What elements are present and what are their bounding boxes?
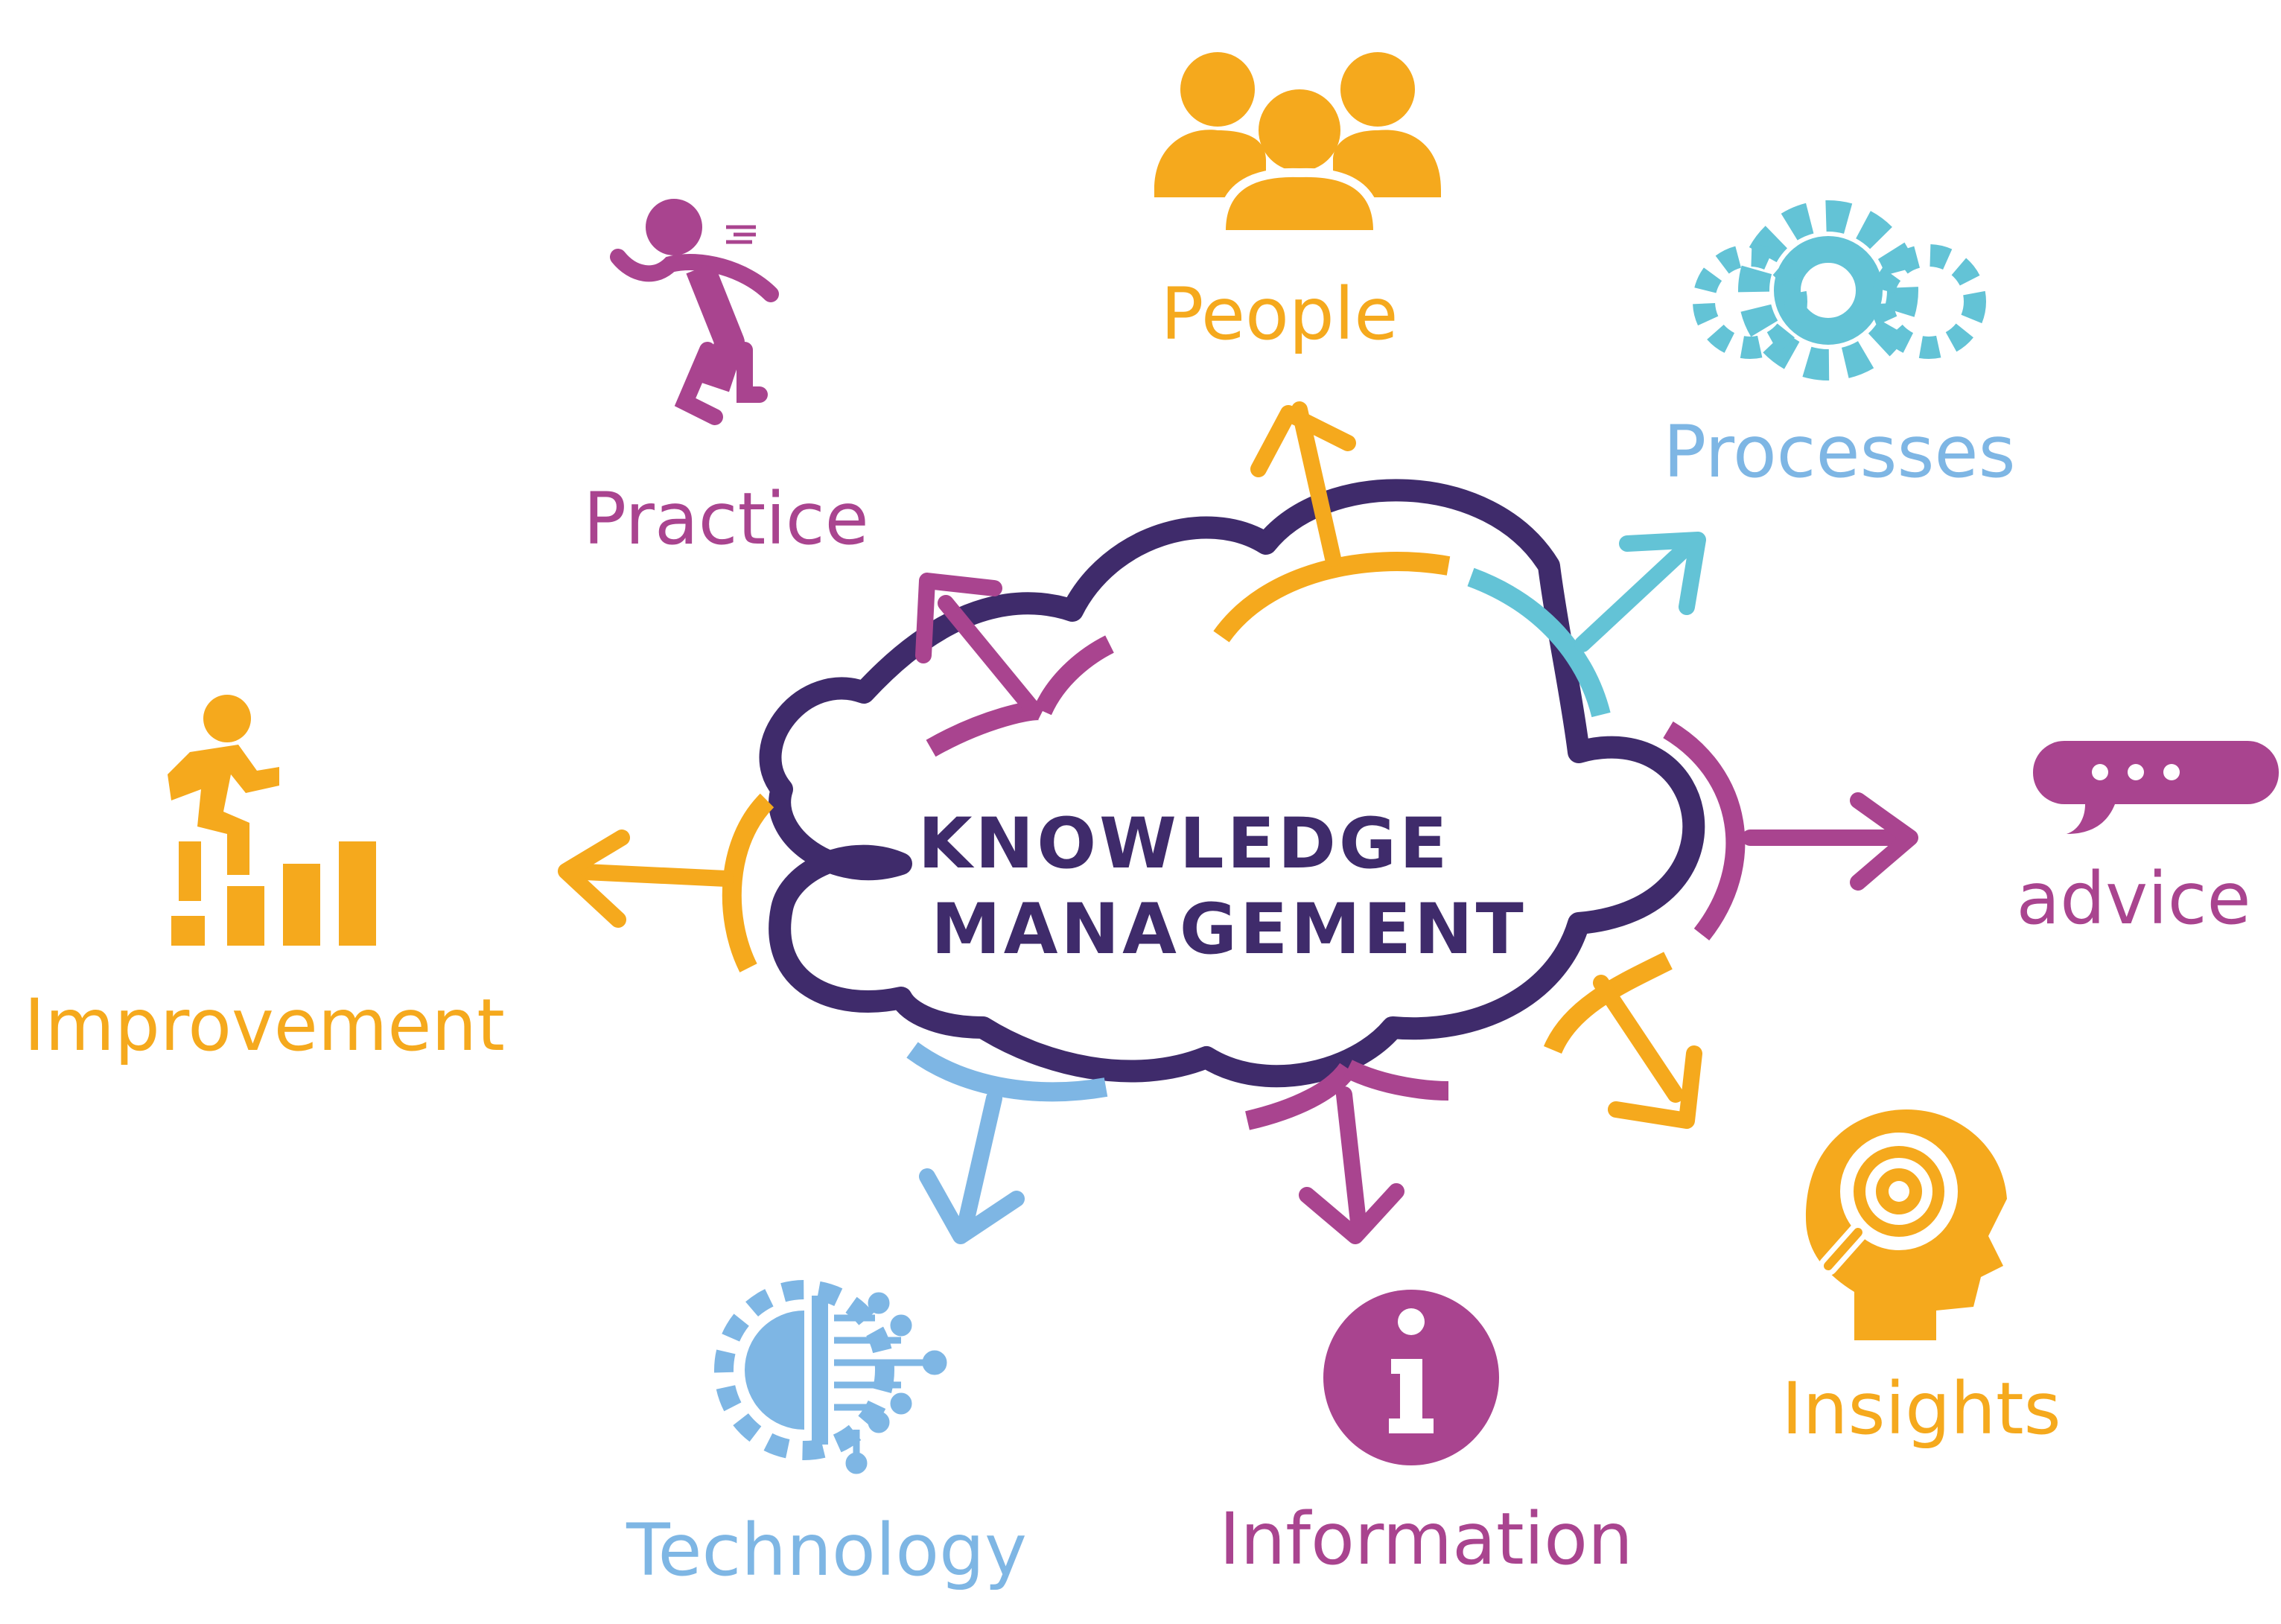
climbing-steps-icon (168, 695, 376, 946)
circuit-brain-icon (714, 1280, 947, 1474)
label-processes: Processes (1663, 410, 2015, 494)
arc-information-right (1343, 1060, 1449, 1101)
arrow-processes (1574, 532, 1706, 652)
info-icon (1323, 1290, 1499, 1465)
label-people: People (1161, 273, 1399, 356)
center-title-line2: MANAGEMENT (931, 889, 1527, 970)
arrow-technology (919, 1090, 1025, 1244)
people-group-icon (1154, 52, 1441, 239)
arc-improvement (722, 793, 774, 972)
arrow-advice (1742, 792, 1918, 891)
label-information: Information (1219, 1497, 1633, 1581)
label-practice: Practice (583, 477, 868, 561)
gears-icon (1693, 200, 1986, 380)
center-title-line1: KNOWLEDGE (918, 803, 1451, 885)
arc-people (1213, 552, 1451, 643)
arrow-insights (1593, 975, 1702, 1129)
cloud-outline (759, 479, 1705, 1088)
arrow-information (1299, 1086, 1404, 1244)
head-target-icon (1806, 1109, 2007, 1340)
label-advice: advice (2016, 857, 2250, 940)
arrows (558, 401, 1918, 1244)
central-cloud: KNOWLEDGE MANAGEMENT (759, 479, 1705, 1088)
arc-advice (1663, 721, 1746, 941)
arc-technology (906, 1042, 1108, 1102)
label-technology: Technology (626, 1509, 1027, 1592)
running-person-icon (610, 199, 779, 425)
arrow-practice (915, 573, 1040, 716)
label-insights: Insights (1781, 1367, 2061, 1451)
label-improvement: Improvement (24, 984, 505, 1067)
arrow-people (1250, 401, 1356, 567)
arrow-improvement (558, 829, 734, 928)
node-labels: People Processes Practice Improvement ad… (24, 273, 2250, 1592)
arc-information-left (1245, 1063, 1356, 1130)
arc-processes (1467, 567, 1611, 718)
speech-bubble-icon (2033, 741, 2279, 834)
